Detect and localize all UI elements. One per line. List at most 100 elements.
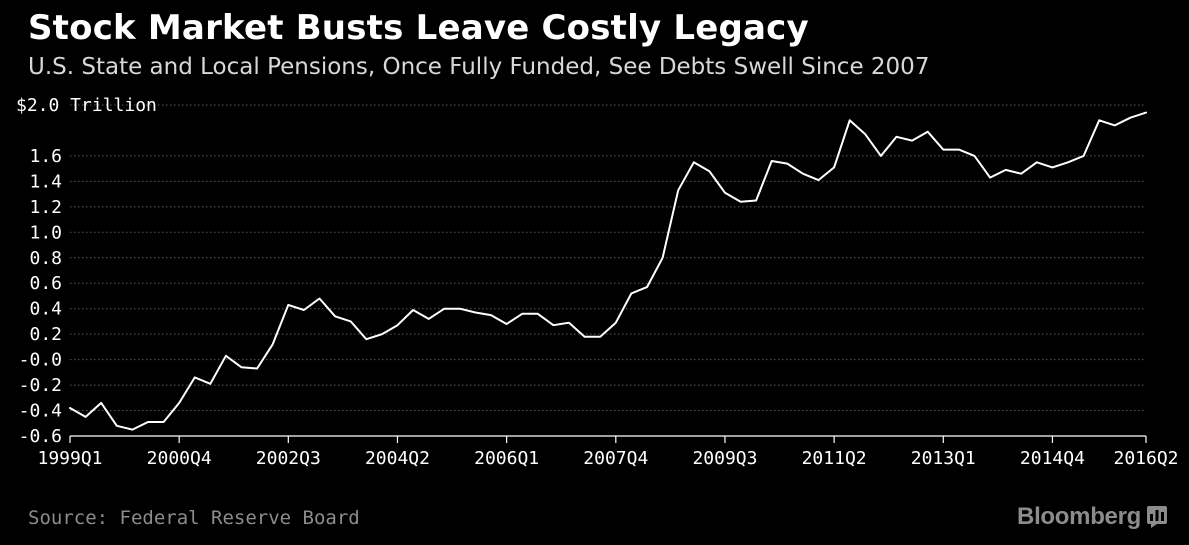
- y-tick-label: 1.6: [29, 146, 62, 167]
- data-point: [1005, 169, 1007, 171]
- grid-lines: [70, 104, 1146, 412]
- data-point: [131, 429, 133, 431]
- x-axis: [69, 435, 1147, 443]
- data-point: [849, 119, 851, 121]
- data-point: [973, 155, 975, 157]
- data-point: [802, 173, 804, 175]
- data-point: [69, 407, 71, 409]
- data-point: [1051, 166, 1053, 168]
- data-point: [272, 343, 274, 345]
- y-tick-label: 1.4: [29, 171, 62, 192]
- data-point: [1129, 117, 1131, 119]
- data-point: [537, 313, 539, 315]
- data-point: [521, 313, 523, 315]
- data-point: [911, 140, 913, 142]
- y-tick-label: 0.2: [29, 324, 62, 345]
- data-point: [1036, 161, 1038, 163]
- data-point: [786, 163, 788, 165]
- y-tick-label: -0.4: [19, 401, 62, 422]
- data-point: [646, 286, 648, 288]
- data-point: [147, 421, 149, 423]
- bar-chart-icon: [1147, 506, 1167, 528]
- data-point: [740, 201, 742, 203]
- y-tick-label: 0.8: [29, 248, 62, 269]
- data-point: [708, 170, 710, 172]
- data-point: [178, 402, 180, 404]
- data-point: [1020, 173, 1022, 175]
- x-tick-label: 2000Q4: [147, 448, 212, 469]
- data-point: [895, 136, 897, 138]
- y-unit-label: $2.0 Trillion: [16, 95, 157, 116]
- data-point: [755, 199, 757, 201]
- data-point: [396, 324, 398, 326]
- data-point: [958, 149, 960, 151]
- data-point: [100, 402, 102, 404]
- data-point: [864, 133, 866, 135]
- data-point: [771, 160, 773, 162]
- data-point: [833, 166, 835, 168]
- data-point: [1067, 161, 1069, 163]
- y-tick-label: -0.2: [19, 375, 62, 396]
- x-tick-label: 2014Q4: [1020, 448, 1085, 469]
- data-point: [1083, 155, 1085, 157]
- data-point: [428, 318, 430, 320]
- x-tick-label: 2013Q1: [911, 448, 976, 469]
- data-point: [256, 368, 258, 370]
- x-tick-label: 1999Q1: [37, 448, 102, 469]
- data-point: [599, 336, 601, 338]
- data-point: [443, 308, 445, 310]
- data-point: [1114, 124, 1116, 126]
- x-tick-label: 2006Q1: [474, 448, 539, 469]
- data-point: [85, 416, 87, 418]
- data-point: [381, 333, 383, 335]
- data-point: [1145, 112, 1147, 114]
- x-tick-label: 2007Q4: [583, 448, 648, 469]
- data-point: [412, 309, 414, 311]
- data-point: [459, 308, 461, 310]
- y-tick-label: 1.2: [29, 197, 62, 218]
- y-tick-label: -0.0: [19, 350, 62, 371]
- data-point: [662, 257, 664, 259]
- data-point: [334, 315, 336, 317]
- data-point: [630, 292, 632, 294]
- data-point: [116, 425, 118, 427]
- data-point: [490, 314, 492, 316]
- data-point: [350, 320, 352, 322]
- y-tick-label: 0.6: [29, 273, 62, 294]
- x-tick-label: 2004Q2: [365, 448, 430, 469]
- data-point: [163, 421, 165, 423]
- data-point: [225, 355, 227, 357]
- source-note: Source: Federal Reserve Board: [28, 507, 360, 529]
- x-tick-label: 2011Q2: [802, 448, 867, 469]
- chart-title: Stock Market Busts Leave Costly Legacy: [28, 8, 809, 48]
- series-line: [69, 111, 1147, 431]
- brand-name: Bloomberg: [1017, 503, 1141, 530]
- data-point: [584, 336, 586, 338]
- chart-subtitle: U.S. State and Local Pensions, Once Full…: [28, 54, 930, 80]
- x-tick-label: 2016Q2: [1113, 448, 1178, 469]
- x-tick-label: 2009Q3: [692, 448, 757, 469]
- data-point: [474, 312, 476, 314]
- y-tick-label: 1.0: [29, 222, 62, 243]
- series-layer: [69, 111, 1147, 431]
- data-point: [818, 179, 820, 181]
- data-point: [319, 298, 321, 300]
- y-axis: 1.6 1.4 1.2 1.0 0.8 0.6 0.4 0.2 -0.0 -0.2 -0.4 -0.6…: [16, 95, 157, 447]
- data-point: [927, 131, 929, 133]
- data-point: [209, 383, 211, 385]
- data-point: [615, 322, 617, 324]
- data-point: [677, 189, 679, 191]
- data-point: [194, 376, 196, 378]
- data-point: [365, 338, 367, 340]
- data-point: [303, 309, 305, 311]
- brand-logo: Bloomberg: [1017, 503, 1167, 531]
- data-point: [506, 323, 508, 325]
- data-point: [724, 192, 726, 194]
- data-point: [241, 366, 243, 368]
- x-axis-labels: 1999Q1 2000Q4 2002Q3 2004Q2 2006Q1 2007Q4 2009…: [37, 448, 1178, 469]
- x-tick-label: 2002Q3: [256, 448, 321, 469]
- y-tick-label: 0.4: [29, 299, 62, 320]
- data-point: [880, 155, 882, 157]
- data-point: [942, 149, 944, 151]
